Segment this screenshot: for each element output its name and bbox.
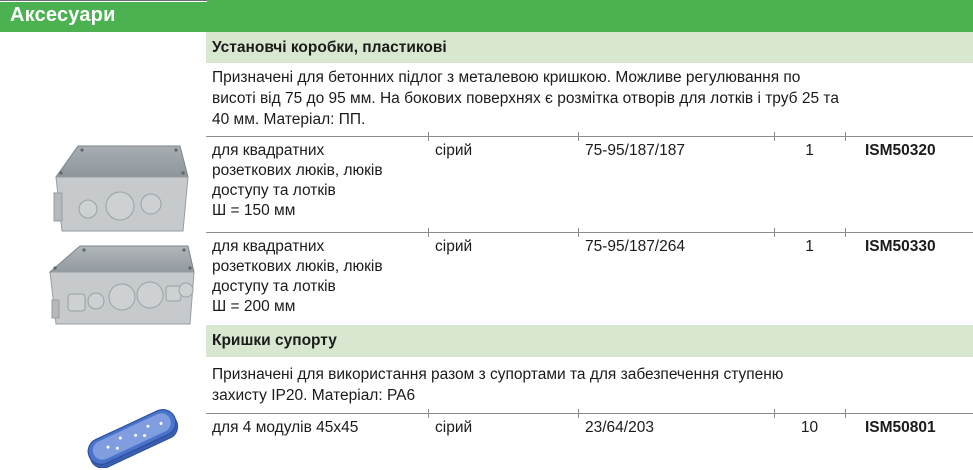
column-divider-tick [845, 132, 846, 141]
section-title: Кришки супорту [212, 332, 337, 349]
table-row: для 4 модулів 45x45 сірий 23/64/203 10 I… [206, 409, 973, 468]
installation-box-200-image [48, 245, 195, 325]
cell-description: для 4 модулів 45x45 [212, 419, 359, 436]
cell-dimensions: 75-95/187/264 [585, 238, 685, 255]
table-row: для квадратних розеткових люків, люків д… [206, 228, 973, 325]
cell-description: для квадратних розеткових люків, люків д… [212, 238, 383, 315]
column-divider-tick [845, 409, 846, 418]
column-divider-tick [578, 132, 579, 141]
section-header-installation-boxes: Установчі коробки, пластикові [206, 32, 973, 63]
page-title: Аксесуари [10, 4, 116, 26]
cell-dimensions: 75-95/187/187 [585, 142, 685, 159]
column-divider-tick [428, 409, 429, 418]
cell-dimensions: 23/64/203 [585, 419, 654, 436]
cell-reference: ISM50801 [865, 419, 936, 436]
page-header-bar [0, 0, 973, 32]
section-title: Установчі коробки, пластикові [212, 38, 447, 56]
column-divider-tick [578, 228, 579, 237]
table-row: для квадратних розеткових люків, люків д… [206, 132, 973, 232]
cell-reference: ISM50320 [865, 142, 936, 159]
support-cover-image [87, 409, 179, 468]
section-header-support-covers: Кришки супорту [206, 325, 973, 357]
cell-pack-qty: 10 [800, 419, 819, 436]
column-divider-tick [428, 228, 429, 237]
cell-description: для квадратних розеткових люків, люків д… [212, 142, 383, 219]
cell-pack-qty: 1 [805, 142, 814, 159]
cell-color: сірий [435, 238, 473, 255]
cell-reference: ISM50330 [865, 238, 936, 255]
column-divider-tick [774, 132, 775, 141]
section-description: Призначені для використання разом з супо… [212, 366, 784, 404]
installation-box-150-image [53, 145, 189, 232]
header-top-rule [0, 0, 207, 2]
cell-color: сірий [435, 419, 473, 436]
cell-color: сірий [435, 142, 473, 159]
column-divider-tick [428, 132, 429, 141]
column-divider-tick [845, 228, 846, 237]
column-divider-tick [578, 409, 579, 418]
column-divider-tick [774, 228, 775, 237]
column-divider-tick [774, 409, 775, 418]
section-description: Призначені для бетонних підлог з металев… [212, 69, 839, 128]
cell-pack-qty: 1 [805, 238, 814, 255]
